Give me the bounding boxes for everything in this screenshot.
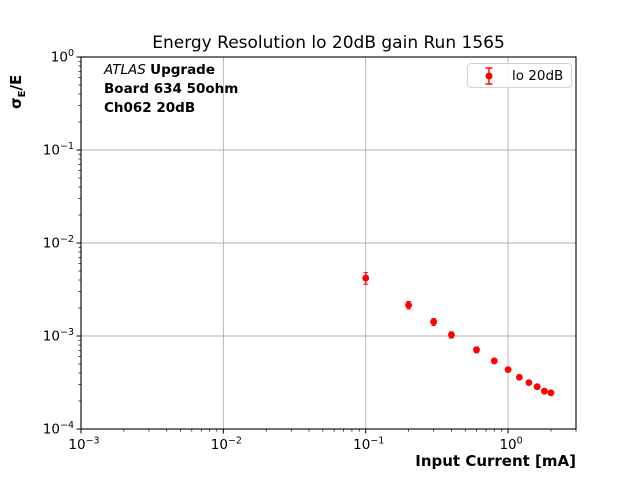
data-point (525, 379, 533, 387)
ylabel-sigma: σ (7, 97, 25, 109)
data-point (473, 346, 480, 354)
y-tick-label: 10−3 (43, 327, 74, 345)
data-point (515, 373, 523, 381)
data-point (533, 383, 541, 391)
x-tick-label: 10−3 (68, 436, 99, 454)
annotation-block: ATLAS Upgrade Board 634 50ohm Ch062 20dB (104, 61, 238, 118)
data-point (541, 387, 548, 395)
data-point (430, 318, 438, 326)
data-point (490, 357, 498, 365)
ylabel-subscript: E (17, 90, 28, 98)
legend-label: lo 20dB (512, 67, 564, 84)
x-axis-label: Input Current [mA] (415, 452, 576, 470)
data-point (504, 366, 512, 374)
y-axis-label: σE/E (7, 75, 28, 109)
x-tick-label: 100 (499, 436, 522, 454)
annotation-channel: Ch062 20dB (104, 100, 196, 116)
data-point (362, 274, 370, 282)
annotation-upgrade: Upgrade (150, 62, 216, 78)
x-tick-label: 10−1 (353, 436, 384, 454)
y-tick-label: 10−1 (43, 141, 74, 159)
chart-title: Energy Resolution lo 20dB gain Run 1565 (152, 33, 505, 53)
errorbar-marker-icon (485, 66, 493, 85)
annotation-experiment: ATLAS (104, 62, 146, 78)
y-tick-label: 10−2 (43, 234, 74, 252)
data-point (448, 331, 455, 339)
ylabel-rest: /E (7, 74, 25, 91)
y-tick-label: 10−4 (43, 420, 74, 438)
annotation-board: Board 634 50ohm (104, 81, 239, 97)
legend: lo 20dB (467, 63, 572, 88)
annotation-line-1: ATLAS Upgrade (104, 61, 238, 80)
data-point (547, 389, 555, 397)
data-point (405, 301, 412, 309)
y-tick-label: 100 (51, 48, 74, 66)
x-tick-label: 10−2 (211, 436, 242, 454)
